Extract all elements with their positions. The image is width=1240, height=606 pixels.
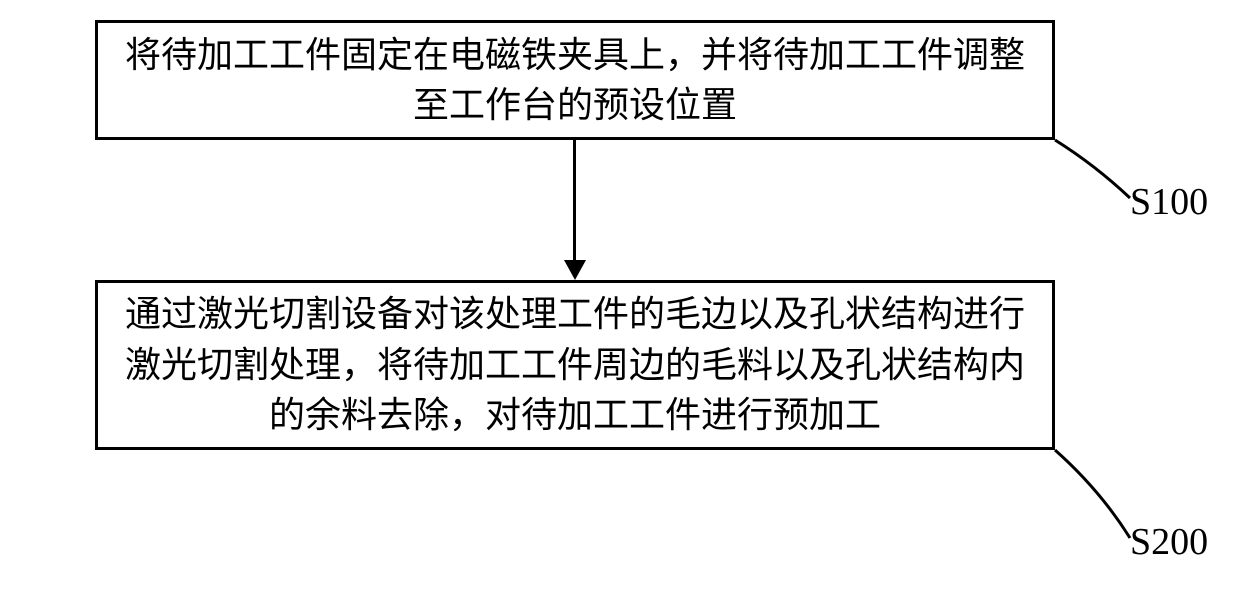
label-s100: S100 xyxy=(1130,180,1208,224)
arrow-head-icon xyxy=(564,260,586,280)
connector-s200 xyxy=(1050,445,1140,545)
flow-arrow xyxy=(571,140,579,280)
flow-node-s200-text: 通过激光切割设备对该处理工件的毛边以及孔状结构进行激光切割处理，将待加工工件周边… xyxy=(118,289,1032,440)
arrow-line xyxy=(573,140,576,265)
flowchart-container: 将待加工工件固定在电磁铁夹具上，并将待加工工件调整至工作台的预设位置 S100 … xyxy=(0,0,1240,606)
flow-node-s100-text: 将待加工工件固定在电磁铁夹具上，并将待加工工件调整至工作台的预设位置 xyxy=(118,30,1032,131)
flow-node-s100: 将待加工工件固定在电磁铁夹具上，并将待加工工件调整至工作台的预设位置 xyxy=(95,20,1055,140)
flow-node-s200: 通过激光切割设备对该处理工件的毛边以及孔状结构进行激光切割处理，将待加工工件周边… xyxy=(95,280,1055,450)
label-s200: S200 xyxy=(1130,520,1208,564)
connector-s100 xyxy=(1050,135,1140,205)
